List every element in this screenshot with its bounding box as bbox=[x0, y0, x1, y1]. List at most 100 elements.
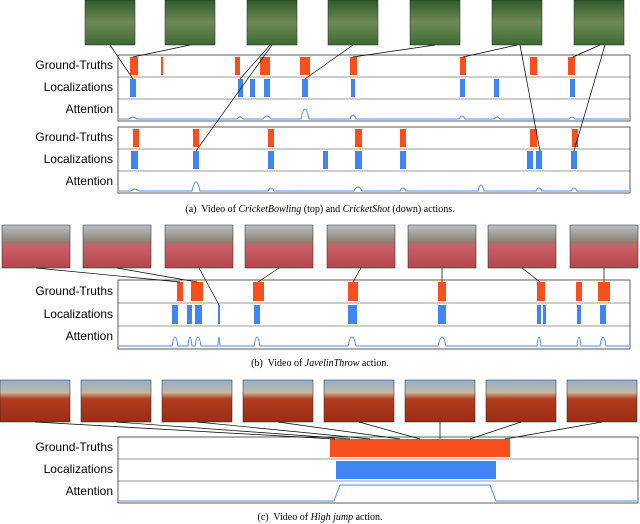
ground-truth-segment bbox=[350, 57, 357, 75]
attention-curve bbox=[119, 108, 629, 120]
thumbnail bbox=[164, 224, 234, 269]
localization-segment bbox=[302, 79, 308, 97]
ground-truth-segment bbox=[235, 57, 240, 75]
localization-segment bbox=[600, 305, 606, 324]
track-box bbox=[117, 279, 631, 350]
ground-truth-segment bbox=[330, 439, 510, 457]
ground-truth-segment bbox=[268, 129, 274, 147]
localization-segment bbox=[193, 151, 199, 169]
thumbnail bbox=[491, 0, 543, 46]
ground-truth-segment bbox=[537, 282, 545, 301]
localization-segment bbox=[577, 305, 581, 324]
localization-segment bbox=[351, 79, 355, 97]
thumbnail bbox=[80, 379, 152, 423]
ground-truth-segment bbox=[130, 57, 138, 75]
connector bbox=[573, 44, 606, 152]
localization-segment bbox=[172, 305, 178, 324]
attention-curve bbox=[119, 484, 637, 502]
connector bbox=[195, 44, 273, 152]
caption: (c) Video of High jump action. bbox=[257, 512, 382, 523]
row-label: Ground-Truths bbox=[35, 130, 113, 144]
localization-segment bbox=[355, 151, 362, 169]
caption: (b) Video of JavelinThrow action. bbox=[251, 358, 389, 369]
track-box bbox=[117, 436, 639, 504]
ground-truth-segment bbox=[438, 282, 446, 301]
connector bbox=[116, 267, 198, 283]
connector bbox=[115, 421, 351, 440]
connector bbox=[358, 421, 421, 440]
thumbnail bbox=[323, 379, 395, 423]
connector bbox=[352, 267, 362, 283]
thumbnail bbox=[327, 0, 379, 46]
thumbnail bbox=[82, 224, 152, 269]
ground-truth-segment bbox=[161, 57, 163, 75]
connector bbox=[304, 44, 354, 80]
localization-segment bbox=[537, 305, 541, 324]
thumbnail bbox=[1, 224, 71, 269]
localization-segment bbox=[460, 79, 465, 97]
localization-segment bbox=[268, 151, 274, 169]
ground-truth-segment bbox=[260, 57, 270, 75]
localization-segment bbox=[543, 305, 546, 324]
row-label: Localizations bbox=[44, 80, 113, 94]
localization-segment bbox=[195, 305, 202, 324]
ground-truth-segment bbox=[598, 282, 610, 301]
localization-segment bbox=[400, 151, 406, 169]
localization-segment bbox=[323, 151, 328, 169]
track-box bbox=[117, 54, 631, 122]
localization-segment bbox=[348, 305, 357, 324]
ground-truth-segment bbox=[253, 282, 264, 301]
localization-segment bbox=[254, 305, 260, 324]
thumbnail bbox=[573, 0, 625, 46]
connector bbox=[519, 44, 541, 152]
row-label: Localizations bbox=[44, 152, 113, 166]
localization-segment bbox=[250, 79, 255, 97]
localization-segment bbox=[187, 305, 192, 324]
ground-truth-segment bbox=[300, 57, 310, 75]
connector bbox=[352, 44, 436, 58]
thumbnail bbox=[161, 379, 233, 423]
ground-truth-segment bbox=[177, 282, 183, 301]
row-label: Attention bbox=[66, 102, 113, 116]
connector bbox=[132, 44, 191, 58]
ground-truth-segment bbox=[568, 57, 575, 75]
ground-truth-segment bbox=[530, 129, 537, 147]
thumbnail bbox=[566, 379, 638, 423]
row-label: Attention bbox=[66, 484, 113, 498]
thumbnail bbox=[84, 0, 136, 46]
localization-segment bbox=[336, 461, 496, 479]
connector bbox=[34, 421, 336, 440]
track-box bbox=[117, 126, 631, 194]
thumbnail bbox=[242, 379, 314, 423]
row-label: Ground-Truths bbox=[35, 284, 113, 298]
localization-segment bbox=[218, 305, 220, 324]
ground-truth-segment bbox=[576, 282, 582, 301]
thumbnail bbox=[407, 224, 477, 269]
thumbnail bbox=[487, 224, 557, 269]
localization-segment bbox=[130, 79, 136, 97]
localization-segment bbox=[536, 151, 542, 169]
connector bbox=[521, 267, 541, 283]
localization-segment bbox=[570, 79, 575, 97]
localization-segment bbox=[131, 151, 138, 169]
caption: (a) Video of CricketBowling (top) and Cr… bbox=[185, 204, 454, 215]
ground-truth-segment bbox=[355, 129, 362, 147]
row-label: Localizations bbox=[44, 307, 113, 321]
row-label: Attention bbox=[66, 329, 113, 343]
localization-segment bbox=[438, 305, 446, 324]
thumbnail bbox=[326, 224, 396, 269]
ground-truth-segment bbox=[191, 282, 203, 301]
connector bbox=[109, 44, 134, 80]
thumbnail bbox=[246, 0, 298, 46]
ground-truth-segment bbox=[348, 282, 358, 301]
thumbnail bbox=[409, 0, 461, 46]
ground-truth-segment bbox=[460, 57, 466, 75]
connector bbox=[196, 421, 371, 440]
connector bbox=[504, 421, 603, 440]
ground-truth-segment bbox=[400, 129, 406, 147]
localization-segment bbox=[238, 79, 243, 97]
attention-curve bbox=[119, 336, 629, 347]
connector bbox=[469, 421, 522, 440]
thumbnail bbox=[485, 379, 557, 423]
localization-segment bbox=[527, 151, 533, 169]
